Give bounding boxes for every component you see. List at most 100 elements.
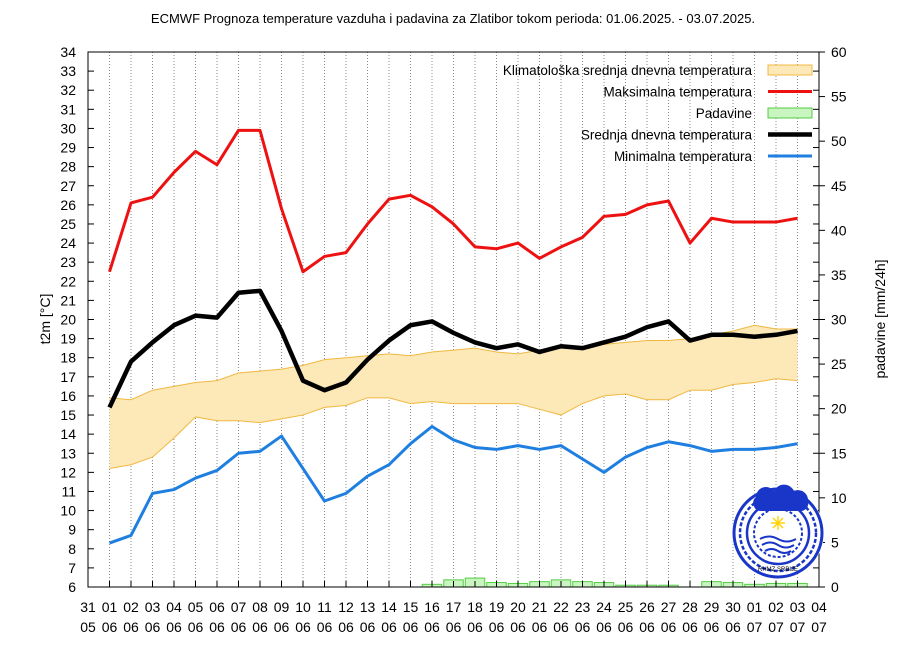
x-month-label: 06 <box>682 619 698 635</box>
x-day-label: 13 <box>360 599 376 615</box>
y-tick-label: 21 <box>60 292 76 308</box>
x-day-label: 03 <box>790 599 806 615</box>
x-month-label: 07 <box>747 619 763 635</box>
x-day-label: 19 <box>489 599 505 615</box>
x-day-label: 07 <box>231 599 247 615</box>
x-day-label: 18 <box>467 599 483 615</box>
y-tick-label: 30 <box>60 120 76 136</box>
chart-title: ECMWF Prognoza temperature vazduha i pad… <box>151 11 755 26</box>
x-day-label: 30 <box>725 599 741 615</box>
x-month-label: 06 <box>188 619 204 635</box>
max-temp-line <box>108 128 798 274</box>
x-day-label: 01 <box>102 599 118 615</box>
y-tick-label: 13 <box>60 445 76 461</box>
x-day-label: 08 <box>252 599 268 615</box>
plot-area: 6 7 8 9 10 11 12 13 14 15 16 17 18 19 20 21 22 23 24 25 26 27… <box>60 44 846 635</box>
y2-tick-label: 40 <box>831 222 847 238</box>
climatology-lower-line <box>109 378 798 470</box>
y-tick-label: 20 <box>60 312 76 328</box>
y-tick-label: 18 <box>60 350 76 366</box>
y-tick-label: 12 <box>60 464 76 480</box>
x-month-label: 06 <box>317 619 333 635</box>
y-tick-label: 7 <box>68 560 76 576</box>
y-tick-label: 34 <box>60 44 76 60</box>
x-month-label: 06 <box>403 619 419 635</box>
x-day-label: 24 <box>596 599 612 615</box>
x-day-label: 05 <box>188 599 204 615</box>
x-month-label: 06 <box>553 619 569 635</box>
y-tick-label: 17 <box>60 369 76 385</box>
y2-tick-label: 55 <box>831 89 847 105</box>
x-month-label: 06 <box>467 619 483 635</box>
x-month-label: 07 <box>790 619 806 635</box>
y-tick-label: 10 <box>60 503 76 519</box>
x-month-label: 06 <box>252 619 268 635</box>
legend-label: Padavine <box>696 106 752 121</box>
legend-label: Srednja dnevna temperatura <box>581 128 753 143</box>
x-month-label: 06 <box>639 619 655 635</box>
sun-icon <box>771 516 785 530</box>
x-month-label: 06 <box>532 619 548 635</box>
legend-label: Maksimalna temperatura <box>603 85 752 100</box>
y-tick-label: 22 <box>60 273 76 289</box>
x-day-label: 29 <box>704 599 720 615</box>
svg-text:RHMZ SRBIJE: RHMZ SRBIJE <box>758 567 798 573</box>
y2-tick-label: 35 <box>831 267 847 283</box>
y-tick-label: 31 <box>60 101 76 117</box>
min-temp-line <box>108 425 798 545</box>
y2-tick-label: 60 <box>831 44 847 60</box>
x-month-label: 06 <box>295 619 311 635</box>
x-month-label: 06 <box>661 619 677 635</box>
y2-tick-label: 15 <box>831 445 847 461</box>
x-month-label: 06 <box>123 619 139 635</box>
y-tick-label: 32 <box>60 82 76 98</box>
x-month-label: 06 <box>596 619 612 635</box>
x-day-label: 17 <box>446 599 462 615</box>
x-month-label: 06 <box>725 619 741 635</box>
x-month-label: 06 <box>274 619 290 635</box>
x-day-label: 20 <box>510 599 526 615</box>
y-tick-label: 6 <box>68 579 76 595</box>
mean-temp-line <box>107 288 798 409</box>
y-tick-label: 11 <box>61 483 76 499</box>
x-month-label: 06 <box>166 619 182 635</box>
x-day-label: 04 <box>811 599 827 615</box>
y2-tick-label: 0 <box>831 579 839 595</box>
x-day-label: 03 <box>145 599 161 615</box>
x-month-label: 06 <box>618 619 634 635</box>
x-day-label: 11 <box>317 599 332 615</box>
y-tick-label: 9 <box>68 522 76 538</box>
x-month-label: 06 <box>231 619 247 635</box>
x-month-label: 06 <box>704 619 720 635</box>
x-day-label: 16 <box>424 599 440 615</box>
y-tick-label: 26 <box>60 197 76 213</box>
y-tick-label: 15 <box>60 407 76 423</box>
x-day-label: 23 <box>575 599 591 615</box>
y2-tick-label: 45 <box>831 178 847 194</box>
x-month-label: 06 <box>381 619 397 635</box>
x-day-label: 06 <box>209 599 225 615</box>
rhmz-logo: RHMZ SRBIJE <box>732 484 824 579</box>
x-day-label: 01 <box>747 599 763 615</box>
y2-tick-label: 20 <box>831 401 847 417</box>
y2-axis-label: padavine [mm/24h] <box>872 259 888 378</box>
y2-tick-label: 30 <box>831 312 847 328</box>
x-day-label: 14 <box>381 599 397 615</box>
y-tick-label: 24 <box>60 235 76 251</box>
x-month-label: 07 <box>811 619 827 635</box>
x-month-label: 06 <box>510 619 526 635</box>
x-month-label: 06 <box>446 619 462 635</box>
x-day-label: 02 <box>768 599 784 615</box>
legend-swatch-climatology <box>767 64 813 76</box>
x-month-label: 06 <box>424 619 440 635</box>
x-month-label: 06 <box>489 619 505 635</box>
x-month-label: 06 <box>575 619 591 635</box>
x-month-label: 07 <box>768 619 784 635</box>
y2-tick-label: 50 <box>831 133 847 149</box>
y2-tick-label: 25 <box>831 356 847 372</box>
legend-label: Minimalna temperatura <box>614 149 753 164</box>
x-day-label: 10 <box>295 599 311 615</box>
x-day-label: 22 <box>553 599 569 615</box>
x-day-label: 09 <box>274 599 290 615</box>
x-month-label: 06 <box>338 619 354 635</box>
